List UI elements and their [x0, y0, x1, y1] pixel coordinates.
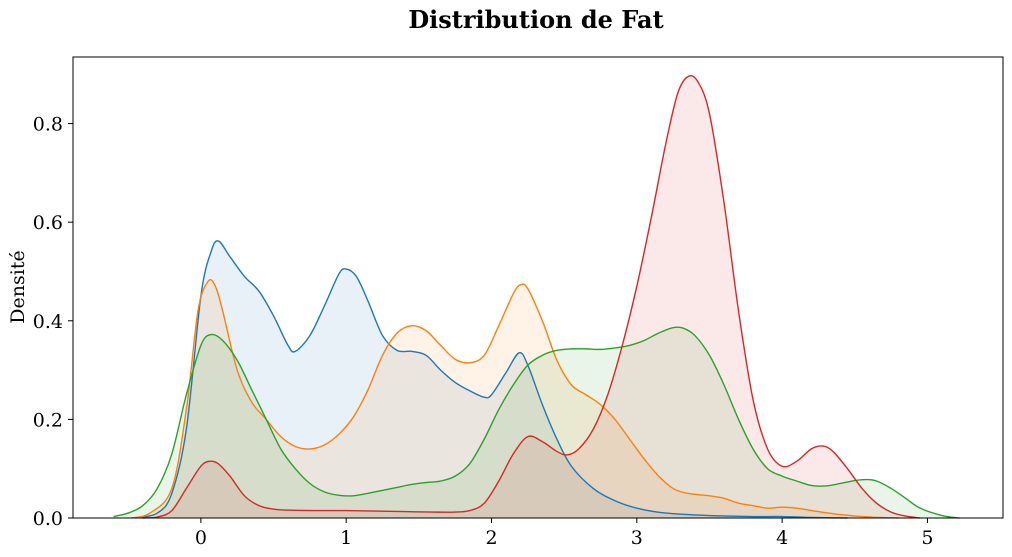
plot-area [113, 75, 960, 519]
density-line-2 [130, 278, 899, 519]
y-axis: 0.0 0.2 0.4 0.6 0.8 [33, 114, 73, 530]
y-tick-label: 0.2 [33, 409, 63, 431]
density-line-1 [135, 240, 848, 519]
y-tick-label: 0.4 [33, 311, 63, 333]
density-line-3 [113, 326, 960, 519]
x-tick-label: 5 [921, 527, 933, 549]
density-lines [113, 75, 960, 519]
y-tick-label: 0.6 [33, 212, 63, 234]
x-tick-label: 4 [776, 527, 788, 549]
density-fill-4 [142, 75, 921, 518]
x-axis: 0 1 2 3 4 5 [195, 518, 933, 549]
chart-title: Distribution de Fat [408, 5, 663, 34]
x-tick-label: 3 [631, 527, 643, 549]
x-tick-label: 2 [485, 527, 497, 549]
density-line-4 [142, 75, 921, 519]
density-fill-3 [113, 327, 960, 518]
y-axis-label: Densité [7, 250, 29, 323]
y-tick-label: 0.0 [33, 508, 63, 530]
plot-frame [72, 56, 1004, 519]
y-tick-label: 0.8 [33, 114, 63, 136]
x-tick-label: 1 [340, 527, 352, 549]
density-fill-2 [131, 279, 899, 518]
x-tick-label: 0 [195, 527, 207, 549]
